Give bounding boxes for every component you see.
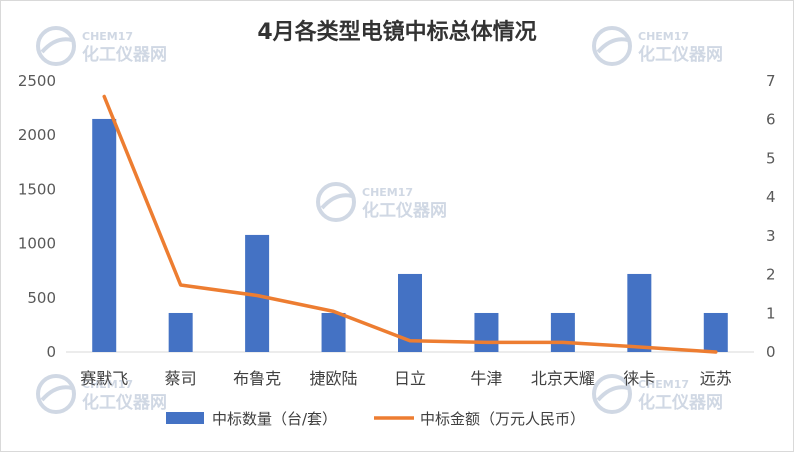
line-series	[102, 94, 718, 354]
right-axis-tick-label: 7	[766, 72, 776, 90]
legend: 中标数量（台/套） 中标金额（万元人民币）	[166, 410, 585, 428]
category-label: 捷欧陆	[310, 369, 358, 388]
category-label: 赛默飞	[80, 369, 128, 388]
chart-title: 4月各类型电镜中标总体情况	[257, 20, 537, 45]
watermark-brand: CHEM17	[638, 30, 689, 43]
watermark-swoosh-icon	[320, 193, 353, 210]
watermark-globe-icon	[316, 182, 356, 222]
right-axis-tick-label: 0	[766, 343, 776, 361]
watermark-swoosh-icon	[596, 37, 629, 54]
category-label: 徕卡	[623, 369, 655, 388]
line-series-path	[102, 94, 718, 354]
right-axis-tick-label: 4	[766, 188, 776, 206]
left-axis-ticks: 0 500 1000 1500 2000 2500	[18, 72, 56, 361]
watermark-swoosh-icon	[40, 385, 73, 402]
bar	[92, 118, 117, 352]
left-axis-tick-label: 1500	[18, 180, 56, 198]
watermark-name: 化工仪器网	[638, 44, 723, 65]
left-axis-tick-label: 2500	[18, 72, 56, 90]
watermarks: CHEM17化工仪器网CHEM17化工仪器网CHEM17化工仪器网CHEM17化…	[36, 26, 723, 414]
right-axis-ticks: 0 1 2 3 4 5 6 7	[766, 72, 776, 361]
legend-bar-label: 中标数量（台/套）	[212, 410, 337, 428]
watermark-globe-icon	[36, 26, 76, 66]
category-label: 日立	[394, 369, 426, 388]
legend-line-label: 中标金额（万元人民币）	[420, 410, 585, 428]
watermark-swoosh-icon	[40, 37, 73, 54]
watermark-brand: CHEM17	[82, 30, 133, 43]
right-axis-tick-label: 6	[766, 111, 776, 129]
watermark-globe-icon	[592, 374, 632, 414]
right-axis-tick-label: 3	[766, 227, 776, 245]
category-labels: 赛默飞 蔡司 布鲁克 捷欧陆 日立 牛津 北京天耀 徕卡 远苏	[80, 369, 732, 388]
watermark-name: 化工仪器网	[362, 200, 447, 221]
watermark-name: 化工仪器网	[82, 392, 167, 413]
left-axis-tick-label: 2000	[18, 126, 56, 144]
watermark-brand: CHEM17	[82, 378, 133, 391]
watermark-brand: CHEM17	[638, 378, 689, 391]
watermark-brand: CHEM17	[362, 186, 413, 199]
watermark-globe-icon	[592, 26, 632, 66]
bar	[168, 312, 193, 352]
bar	[321, 312, 346, 352]
bar	[703, 312, 728, 352]
watermark-swoosh-icon	[596, 385, 629, 402]
bar	[474, 312, 499, 352]
watermark-name: 化工仪器网	[82, 44, 167, 65]
right-axis-tick-label: 1	[766, 304, 776, 322]
bar	[550, 312, 575, 352]
category-label: 蔡司	[165, 369, 197, 388]
legend-bar-swatch	[166, 412, 204, 424]
category-label: 布鲁克	[233, 369, 281, 388]
right-axis-tick-label: 2	[766, 266, 776, 284]
bar	[627, 273, 652, 352]
left-axis-tick-label: 500	[27, 289, 56, 307]
left-axis-tick-label: 0	[46, 343, 56, 361]
watermark-globe-icon	[36, 374, 76, 414]
watermark-name: 化工仪器网	[638, 392, 723, 413]
category-label: 牛津	[470, 369, 502, 388]
left-axis-tick-label: 1000	[18, 235, 56, 253]
category-label: 北京天耀	[531, 369, 595, 388]
category-label: 远苏	[700, 369, 732, 388]
right-axis-tick-label: 5	[766, 149, 776, 167]
bar-series	[92, 118, 728, 352]
